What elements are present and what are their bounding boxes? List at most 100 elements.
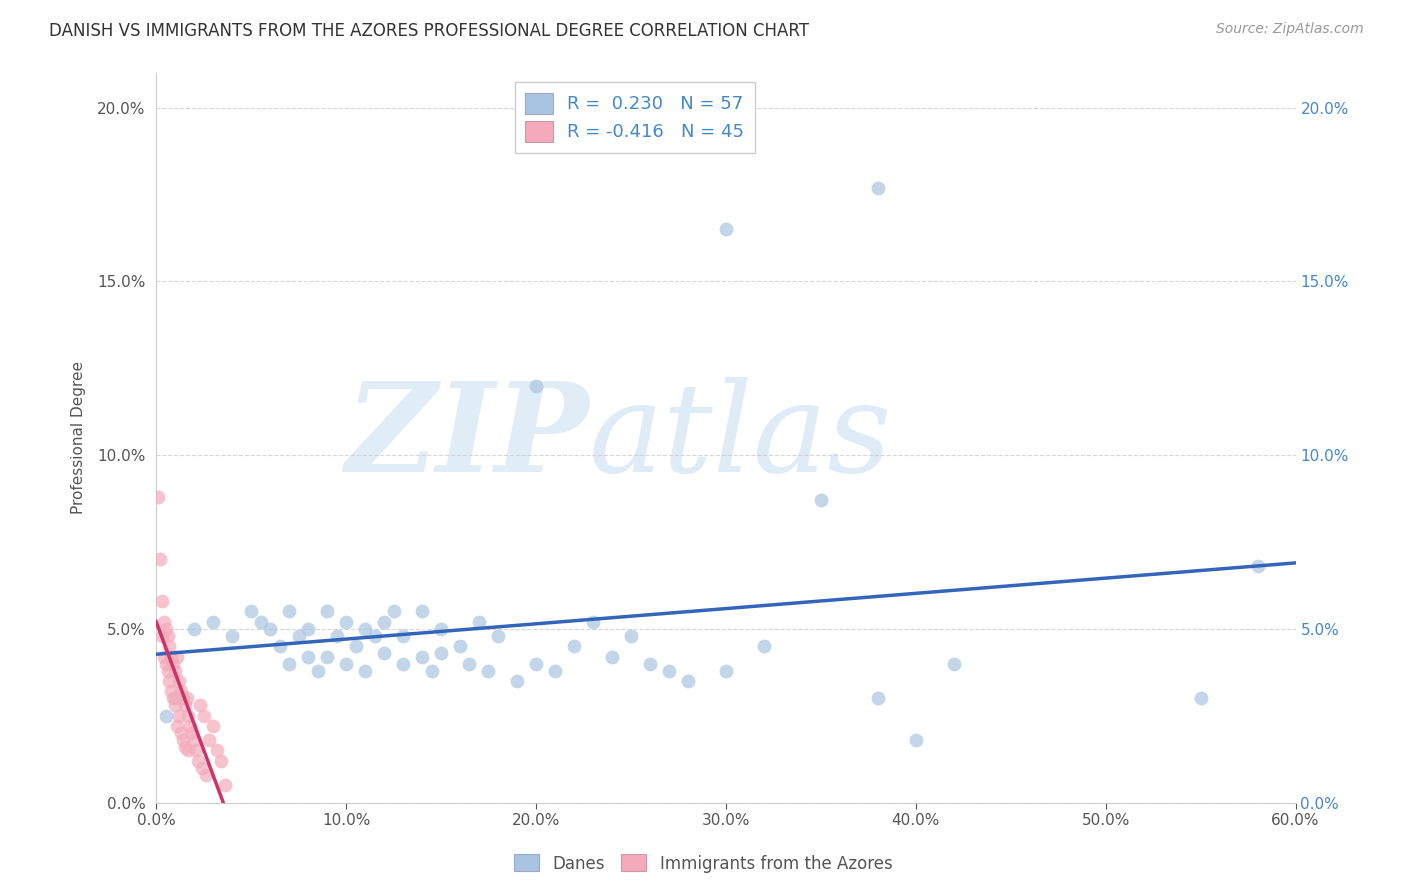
Point xyxy=(620,629,643,643)
Point xyxy=(278,604,301,618)
Point xyxy=(866,180,889,194)
Point xyxy=(382,604,405,618)
Point xyxy=(170,684,193,698)
Point xyxy=(209,754,232,768)
Point xyxy=(904,733,927,747)
Point xyxy=(477,664,499,678)
Point xyxy=(205,743,228,757)
Text: DANISH VS IMMIGRANTS FROM THE AZORES PROFESSIONAL DEGREE CORRELATION CHART: DANISH VS IMMIGRANTS FROM THE AZORES PRO… xyxy=(49,22,810,40)
Point xyxy=(202,615,225,629)
Legend: R =  0.230   N = 57, R = -0.416   N = 45: R = 0.230 N = 57, R = -0.416 N = 45 xyxy=(515,82,755,153)
Point xyxy=(354,622,377,636)
Point xyxy=(373,615,395,629)
Point xyxy=(198,733,221,747)
Point xyxy=(183,622,205,636)
Point xyxy=(167,673,190,688)
Point xyxy=(172,733,194,747)
Point xyxy=(316,604,339,618)
Point xyxy=(287,629,309,643)
Point xyxy=(176,691,198,706)
Point xyxy=(392,657,415,671)
Point xyxy=(152,615,174,629)
Point xyxy=(676,673,699,688)
Text: Source: ZipAtlas.com: Source: ZipAtlas.com xyxy=(1216,22,1364,37)
Point xyxy=(160,649,183,664)
Point xyxy=(160,684,183,698)
Point xyxy=(177,708,200,723)
Point xyxy=(810,493,832,508)
Point xyxy=(149,552,172,566)
Legend: Danes, Immigrants from the Azores: Danes, Immigrants from the Azores xyxy=(508,847,898,880)
Point xyxy=(162,691,184,706)
Point xyxy=(1246,559,1268,574)
Point xyxy=(166,719,188,733)
Point xyxy=(166,649,188,664)
Point xyxy=(172,691,194,706)
Point xyxy=(155,708,177,723)
Point xyxy=(269,639,291,653)
Point xyxy=(152,649,174,664)
Point xyxy=(181,726,204,740)
Point xyxy=(159,673,181,688)
Point xyxy=(150,629,173,643)
Point xyxy=(363,629,385,643)
Point xyxy=(162,657,184,671)
Point xyxy=(165,698,187,713)
Point xyxy=(194,768,217,782)
Point xyxy=(202,719,225,733)
Point xyxy=(307,664,329,678)
Point xyxy=(155,622,177,636)
Point xyxy=(156,629,179,643)
Point xyxy=(714,664,737,678)
Point xyxy=(411,649,433,664)
Point xyxy=(335,657,357,671)
Point xyxy=(658,664,681,678)
Point xyxy=(190,761,212,775)
Point xyxy=(468,615,491,629)
Point xyxy=(170,726,193,740)
Y-axis label: Professional Degree: Professional Degree xyxy=(72,361,86,515)
Point xyxy=(354,664,377,678)
Point xyxy=(165,691,187,706)
Point xyxy=(155,657,177,671)
Point xyxy=(259,622,281,636)
Point xyxy=(297,649,319,664)
Point xyxy=(430,622,453,636)
Point xyxy=(420,664,443,678)
Point xyxy=(150,594,173,608)
Point xyxy=(184,743,207,757)
Point xyxy=(188,698,211,713)
Point xyxy=(752,639,775,653)
Point xyxy=(214,778,236,792)
Point xyxy=(600,649,623,664)
Point xyxy=(392,629,415,643)
Point xyxy=(344,639,367,653)
Point xyxy=(146,490,169,504)
Point xyxy=(173,698,195,713)
Point xyxy=(714,222,737,236)
Point xyxy=(449,639,471,653)
Point xyxy=(866,691,889,706)
Point xyxy=(582,615,605,629)
Point xyxy=(221,629,243,643)
Point xyxy=(249,615,271,629)
Point xyxy=(335,615,357,629)
Text: ZIP: ZIP xyxy=(346,377,589,499)
Point xyxy=(524,378,547,392)
Point xyxy=(638,657,661,671)
Point xyxy=(524,657,547,671)
Point xyxy=(297,622,319,636)
Point xyxy=(278,657,301,671)
Point xyxy=(1189,691,1212,706)
Point xyxy=(316,649,339,664)
Point xyxy=(177,743,200,757)
Point xyxy=(430,646,453,660)
Point xyxy=(193,708,215,723)
Point xyxy=(173,739,195,754)
Point xyxy=(373,646,395,660)
Point xyxy=(159,639,181,653)
Text: atlas: atlas xyxy=(589,377,893,499)
Point xyxy=(562,639,585,653)
Point xyxy=(183,733,205,747)
Point xyxy=(187,754,209,768)
